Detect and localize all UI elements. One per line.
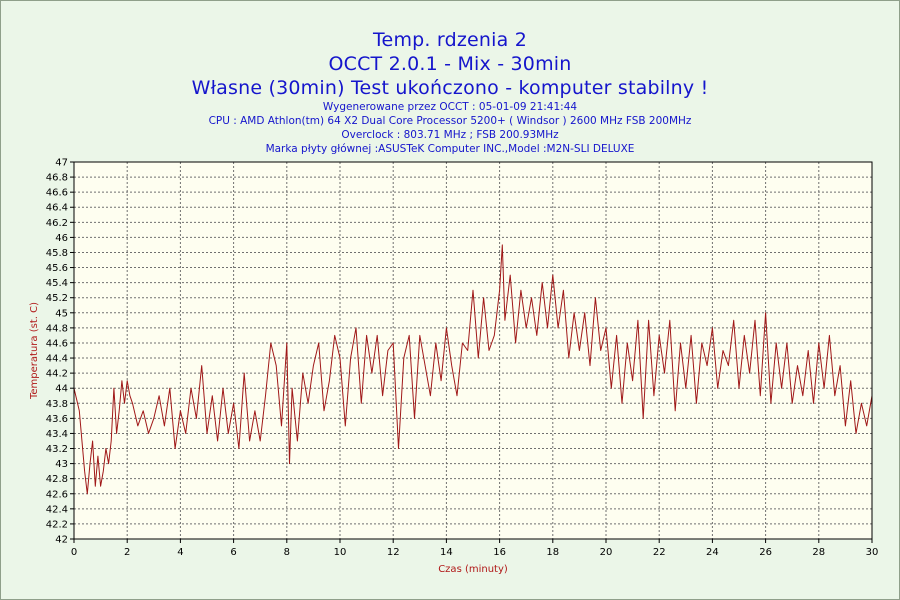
- chart-subtitle-result: Własne (30min) Test ukończono - komputer…: [191, 77, 709, 99]
- x-tick-label: 22: [653, 547, 666, 558]
- y-tick-label: 43.2: [46, 444, 68, 455]
- x-tick-label: 30: [866, 547, 879, 558]
- y-tick-label: 46.2: [46, 218, 68, 229]
- info-overclock: Overclock : 803.71 MHz ; FSB 200.93MHz: [341, 129, 559, 141]
- y-tick-label: 42.4: [46, 504, 68, 515]
- plot-border: [73, 161, 873, 540]
- x-axis-ticks: 0 2 4 6 8 10 12 14 16 18 20 22 24 26 28 30: [71, 539, 879, 558]
- x-tick-label: 4: [177, 547, 183, 558]
- y-axis-title: Temperatura (st. C): [29, 302, 40, 400]
- y-tick-label: 42.8: [46, 474, 68, 485]
- y-tick-label: 45: [55, 308, 68, 319]
- info-board: Marka płyty głównej :ASUSTeK Computer IN…: [265, 143, 635, 155]
- y-tick-label: 47: [55, 158, 68, 169]
- x-axis-title: Czas (minuty): [438, 564, 508, 575]
- info-cpu: CPU : AMD Athlon(tm) 64 X2 Dual Core Pro…: [208, 115, 692, 127]
- x-tick-label: 12: [387, 547, 400, 558]
- y-tick-label: 44.6: [46, 338, 68, 349]
- y-tick-label: 44.2: [46, 369, 68, 380]
- info-generated: Wygenerowane przez OCCT : 05-01-09 21:41…: [322, 101, 578, 113]
- y-axis-ticks: 42 42.2 42.4 42.6 42.8 43 43.2 43.4 43.6 43.8 44 44…: [46, 158, 74, 546]
- y-tick-label: 46.6: [46, 188, 68, 199]
- x-tick-label: 0: [71, 547, 77, 558]
- x-tick-label: 2: [124, 547, 130, 558]
- x-tick-label: 10: [334, 547, 347, 558]
- x-tick-label: 14: [440, 547, 453, 558]
- x-tick-label: 20: [600, 547, 613, 558]
- y-tick-label: 46: [55, 233, 68, 244]
- x-tick-label: 26: [759, 547, 772, 558]
- x-tick-label: 28: [812, 547, 825, 558]
- y-tick-label: 44.8: [46, 323, 68, 334]
- y-tick-label: 46.4: [46, 203, 68, 214]
- y-tick-label: 42: [55, 535, 68, 546]
- plot-area: [74, 162, 872, 539]
- y-tick-label: 43.4: [46, 429, 68, 440]
- y-tick-label: 45.4: [46, 278, 68, 289]
- y-tick-label: 43.8: [46, 399, 68, 410]
- chart-title: Temp. rdzenia 2: [372, 29, 527, 51]
- x-tick-label: 8: [284, 547, 290, 558]
- y-tick-label: 46.8: [46, 173, 68, 184]
- y-tick-label: 42.6: [46, 489, 68, 500]
- y-tick-label: 45.2: [46, 293, 68, 304]
- y-tick-label: 44.4: [46, 354, 68, 365]
- x-tick-label: 18: [546, 547, 559, 558]
- y-tick-label: 44: [55, 384, 68, 395]
- x-tick-label: 6: [230, 547, 236, 558]
- y-tick-label: 45.8: [46, 248, 68, 259]
- chart-header: Temp. rdzenia 2 OCCT 2.0.1 - Mix - 30min…: [0, 28, 900, 156]
- y-tick-label: 45.6: [46, 263, 68, 274]
- y-tick-label: 43: [55, 459, 68, 470]
- chart-subtitle-test: OCCT 2.0.1 - Mix - 30min: [328, 53, 572, 75]
- series-layer: [73, 244, 873, 495]
- series-line-temp-core-2: [73, 244, 873, 495]
- x-tick-label: 16: [493, 547, 506, 558]
- y-tick-label: 43.6: [46, 414, 68, 425]
- grid-lines: [73, 161, 873, 540]
- x-tick-label: 24: [706, 547, 719, 558]
- y-tick-label: 42.2: [46, 519, 68, 530]
